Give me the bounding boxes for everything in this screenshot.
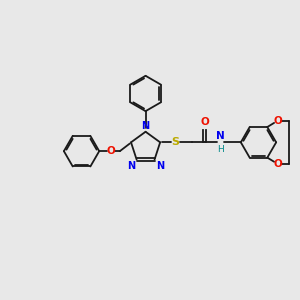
Text: N: N bbox=[127, 161, 135, 171]
Text: O: O bbox=[200, 117, 209, 127]
Text: N: N bbox=[156, 161, 164, 171]
Text: O: O bbox=[273, 159, 282, 169]
Text: N: N bbox=[216, 131, 225, 141]
Text: O: O bbox=[106, 146, 116, 156]
Text: S: S bbox=[172, 137, 179, 147]
Text: O: O bbox=[273, 116, 282, 125]
Text: H: H bbox=[217, 145, 224, 154]
Text: N: N bbox=[142, 122, 150, 131]
